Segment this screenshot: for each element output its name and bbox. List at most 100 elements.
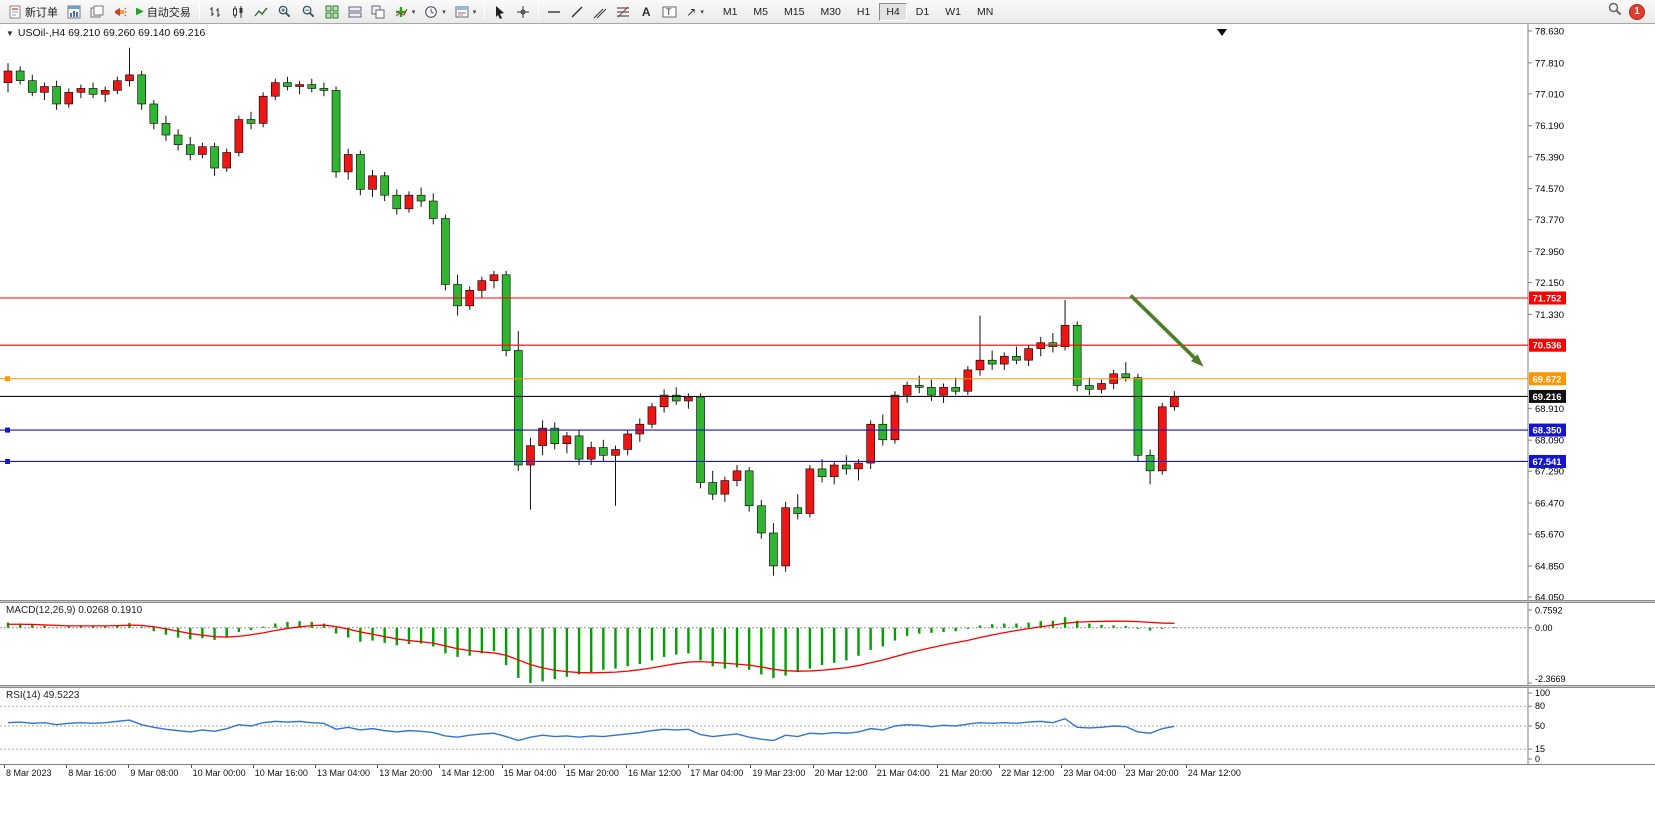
toolbar-separator bbox=[538, 3, 540, 20]
periods-button[interactable]: ▾ bbox=[420, 2, 450, 22]
timeframe-m5-button[interactable]: M5 bbox=[753, 5, 769, 18]
tile-grid-icon bbox=[325, 5, 339, 19]
candlestick-chart-button[interactable] bbox=[227, 2, 249, 22]
date-axis-tick bbox=[1123, 765, 1125, 768]
date-axis-label: 19 Mar 23:00 bbox=[752, 768, 806, 778]
svg-text:69.216: 69.216 bbox=[1533, 392, 1562, 403]
date-axis-tick bbox=[315, 765, 316, 768]
date-axis-tick bbox=[874, 765, 876, 768]
svg-text:65.670: 65.670 bbox=[1535, 530, 1564, 541]
candlestick-icon bbox=[231, 5, 245, 19]
date-axis-tick bbox=[439, 765, 441, 768]
text-label-icon: T bbox=[662, 5, 677, 19]
svg-text:72.950: 72.950 bbox=[1535, 247, 1564, 258]
svg-text:66.470: 66.470 bbox=[1535, 499, 1564, 510]
svg-text:72.150: 72.150 bbox=[1535, 278, 1564, 289]
date-axis-label: 23 Mar 04:00 bbox=[1063, 768, 1117, 778]
crosshair-button[interactable] bbox=[512, 2, 534, 22]
arrange-icon bbox=[348, 5, 362, 19]
date-axis-tick bbox=[4, 765, 5, 768]
date-axis-label: 8 Mar 16:00 bbox=[68, 768, 117, 778]
timeframe-m30-button[interactable]: M30 bbox=[820, 5, 841, 18]
toolbar-right-group: 1 bbox=[1607, 1, 1651, 22]
new-order-button[interactable]: 新订单 bbox=[4, 2, 62, 22]
svg-text:67.541: 67.541 bbox=[1533, 457, 1563, 468]
macd-label: MACD(12,26,9) 0.0268 0.1910 bbox=[6, 605, 143, 616]
tile-windows-button[interactable] bbox=[321, 2, 343, 22]
play-icon: ▶ bbox=[136, 5, 144, 17]
date-axis-tick bbox=[128, 765, 130, 768]
svg-text:76.190: 76.190 bbox=[1535, 121, 1564, 132]
date-axis-tick bbox=[66, 765, 68, 768]
main-chart-pane[interactable]: 78.630 77.810 77.010 76.190 75.390 74.570 73.7… bbox=[0, 24, 1655, 600]
svg-text:80: 80 bbox=[1535, 701, 1545, 711]
timeframe-d1-button[interactable]: D1 bbox=[915, 5, 930, 18]
zoom-out-button[interactable] bbox=[297, 2, 320, 22]
svg-text:0.00: 0.00 bbox=[1535, 623, 1553, 633]
date-axis[interactable]: 8 Mar 2023 8 Mar 16:00 9 Mar 08:00 10 Mar 0… bbox=[0, 764, 1655, 781]
timeframe-h1-button[interactable]: H1 bbox=[856, 5, 871, 18]
date-axis-tick bbox=[626, 765, 627, 768]
macd-canvas[interactable]: 0.7592 0.00 -2.3669 bbox=[0, 603, 1655, 685]
pane-splitter[interactable] bbox=[0, 685, 1655, 688]
date-axis-label: 14 Mar 12:00 bbox=[441, 768, 495, 778]
line-chart-button[interactable] bbox=[250, 2, 272, 22]
indicators-icon bbox=[394, 5, 408, 19]
date-axis-label: 22 Mar 12:00 bbox=[1001, 768, 1055, 778]
timeframe-m15-button[interactable]: M15 bbox=[784, 5, 805, 18]
trendline-button[interactable] bbox=[566, 2, 588, 22]
fibonacci-button[interactable] bbox=[612, 2, 634, 22]
date-axis-label: 16 Mar 12:00 bbox=[628, 768, 682, 778]
svg-text:100: 100 bbox=[1535, 688, 1550, 698]
profiles-button[interactable] bbox=[86, 2, 108, 22]
svg-text:68.090: 68.090 bbox=[1535, 436, 1564, 447]
svg-text:64.050: 64.050 bbox=[1535, 593, 1564, 601]
dropdown-caret-icon: ▾ bbox=[442, 8, 446, 16]
zoom-in-button[interactable] bbox=[273, 2, 296, 22]
arrange-windows-button[interactable] bbox=[344, 2, 366, 22]
date-axis-tick bbox=[812, 765, 814, 768]
timeframe-m1-button[interactable]: M1 bbox=[722, 5, 738, 18]
fibonacci-icon bbox=[616, 5, 630, 19]
new-chart-button[interactable] bbox=[63, 2, 85, 22]
horizontal-line-button[interactable] bbox=[543, 2, 565, 22]
label-button[interactable]: T bbox=[658, 2, 681, 22]
timeframe-h4-button[interactable]: H4 bbox=[879, 2, 907, 21]
svg-text:75.390: 75.390 bbox=[1535, 152, 1564, 163]
macd-pane[interactable]: 0.7592 0.00 -2.3669 MACD(12,26,9) 0.0268 0… bbox=[0, 603, 1655, 685]
svg-text:74.570: 74.570 bbox=[1535, 184, 1564, 195]
autotrading-button[interactable]: ▶ 自动交易 bbox=[132, 2, 195, 22]
channel-button[interactable] bbox=[589, 2, 611, 22]
date-axis-label: 21 Mar 20:00 bbox=[939, 768, 993, 778]
templates-button[interactable]: ▾ bbox=[451, 2, 481, 22]
date-axis-tick bbox=[252, 765, 254, 768]
main-chart-canvas[interactable]: 78.630 77.810 77.010 76.190 75.390 74.570 73.7… bbox=[0, 24, 1655, 600]
bars-chart-button[interactable] bbox=[204, 2, 226, 22]
market-watch-button[interactable] bbox=[109, 2, 131, 22]
date-axis-label: 24 Mar 12:00 bbox=[1187, 768, 1241, 778]
zoom-in-icon bbox=[277, 4, 292, 19]
notification-badge[interactable]: 1 bbox=[1629, 3, 1645, 20]
toolbar-separator bbox=[198, 3, 200, 20]
indicators-button[interactable]: ▾ bbox=[390, 2, 420, 22]
line-chart-icon bbox=[254, 5, 268, 19]
date-axis-label: 15 Mar 04:00 bbox=[503, 768, 557, 778]
cursor-button[interactable] bbox=[489, 2, 511, 22]
text-button[interactable]: A bbox=[635, 2, 657, 22]
timeframe-w1-button[interactable]: W1 bbox=[945, 5, 961, 18]
date-axis-tick bbox=[1061, 765, 1063, 768]
date-axis-label: 17 Mar 04:00 bbox=[690, 768, 744, 778]
rsi-canvas[interactable]: 100 80 50 150 bbox=[0, 688, 1655, 764]
svg-text:69.672: 69.672 bbox=[1533, 374, 1562, 385]
new-order-label: 新订单 bbox=[25, 6, 58, 19]
cascade-windows-button[interactable] bbox=[367, 2, 389, 22]
pane-splitter[interactable] bbox=[0, 600, 1655, 603]
date-axis-label: 9 Mar 08:00 bbox=[130, 768, 179, 778]
search-icon[interactable] bbox=[1607, 1, 1623, 22]
date-axis-label: 13 Mar 20:00 bbox=[379, 768, 433, 778]
rsi-pane[interactable]: 100 80 50 15 0 RSI(14) 49.5223 bbox=[0, 688, 1655, 764]
one-click-trading-toggle-icon[interactable]: ▼ bbox=[6, 28, 14, 38]
timeframe-mn-button[interactable]: MN bbox=[976, 5, 994, 18]
arrows-button[interactable]: ↗ ▾ bbox=[682, 2, 708, 22]
